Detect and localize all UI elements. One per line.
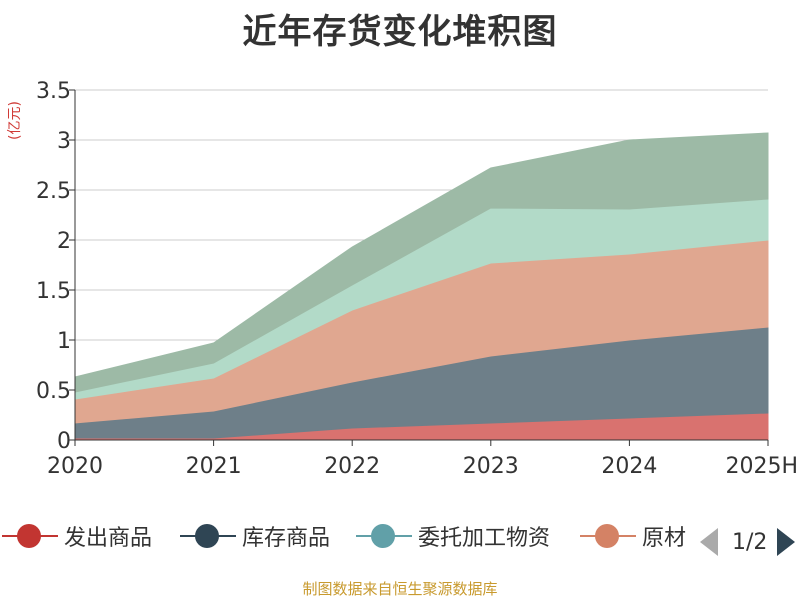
legend-label: 委托加工物资 — [418, 526, 551, 551]
y-tick-label: 3 — [57, 129, 71, 154]
legend-label: 原材 — [642, 526, 687, 551]
chart-title: 近年存货变化堆积图 — [242, 12, 558, 52]
legend-pager: 1/2 — [700, 524, 796, 560]
legend-marker-icon — [2, 518, 58, 554]
x-tick-label: 2024 — [601, 454, 657, 479]
data-source-footer: 制图数据来自恒生聚源数据库 — [302, 580, 498, 598]
legend-prev-page-button[interactable] — [700, 528, 718, 556]
x-tick-label: 2023 — [463, 454, 519, 479]
y-tick-label: 2 — [57, 229, 71, 254]
legend-next-page-button[interactable] — [777, 528, 796, 556]
y-tick-label: 2.5 — [36, 179, 71, 204]
legend-item[interactable]: 发出商品 — [2, 518, 152, 554]
legend-marker-dot — [17, 524, 41, 548]
y-tick-label: 1 — [57, 329, 71, 354]
axes: 0 0.5 1 1.5 2 2.5 3 3.5 2020 2021 2022 2023 2024 2025… — [36, 79, 798, 479]
y-tick-label: 0 — [57, 429, 71, 454]
y-tick-label: 1.5 — [36, 279, 71, 304]
legend-marker-icon — [580, 518, 636, 554]
legend-item[interactable]: 库存商品 — [180, 518, 330, 554]
area-series-其他 — [74, 132, 769, 393]
y-tick-label: 3.5 — [36, 79, 71, 104]
legend-label: 库存商品 — [242, 526, 331, 551]
legend-items: 发出商品 库存商品 委托加工物资 原材 — [0, 510, 688, 560]
y-tick-label: 0.5 — [36, 379, 71, 404]
x-tick-label: 2021 — [186, 454, 242, 479]
legend-label: 发出商品 — [64, 526, 153, 551]
legend-page-indicator: 1/2 — [732, 529, 768, 555]
legend-item[interactable]: 原材 — [580, 518, 686, 554]
legend-marker-icon — [356, 518, 412, 554]
legend-marker-dot — [371, 524, 395, 548]
legend-marker-dot — [195, 524, 219, 548]
legend: 发出商品 库存商品 委托加工物资 原材 1/2 — [0, 510, 800, 560]
x-tick-label: 2020 — [47, 454, 103, 479]
legend-marker-dot — [595, 524, 619, 548]
x-tick-label: 2025H — [725, 454, 798, 479]
legend-item[interactable]: 委托加工物资 — [356, 518, 550, 554]
area-series — [74, 132, 769, 441]
x-tick-label: 2022 — [324, 454, 380, 479]
legend-marker-icon — [180, 518, 236, 554]
